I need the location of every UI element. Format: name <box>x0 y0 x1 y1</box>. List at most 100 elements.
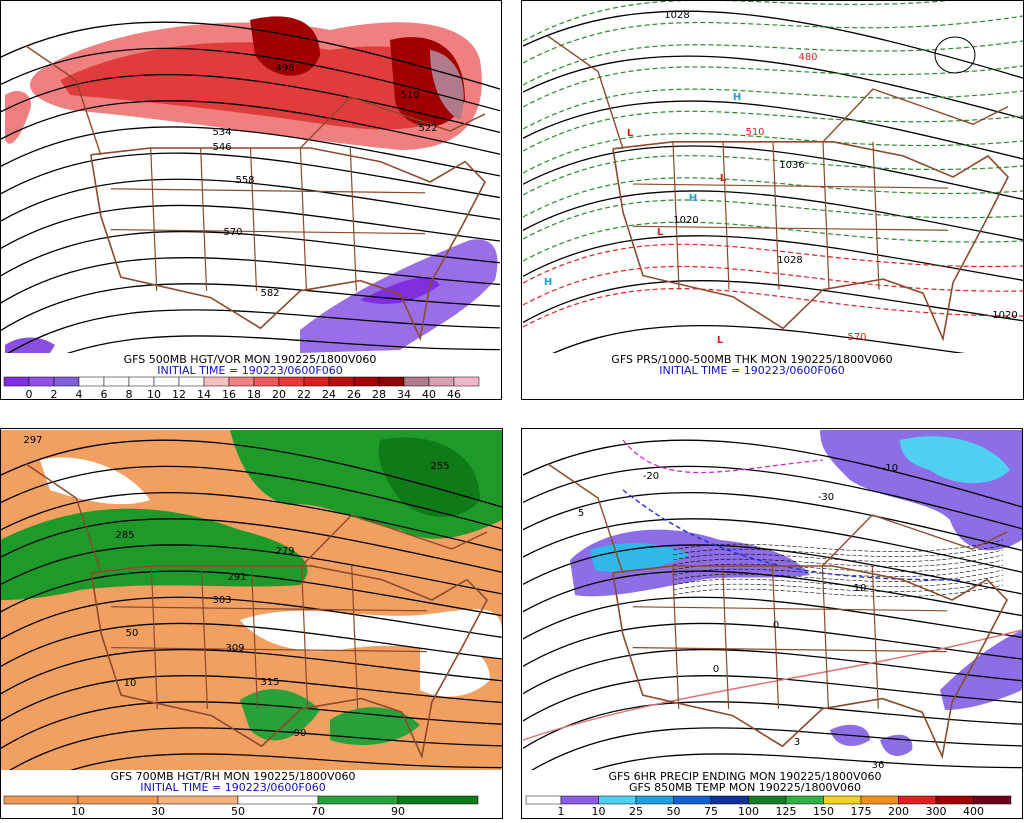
contour-line <box>523 100 1023 160</box>
contour-line <box>1 283 500 332</box>
colorbar-label: 4 <box>76 388 83 401</box>
colorbar-label: 40 <box>422 388 436 401</box>
contour-line <box>1 675 502 722</box>
pressure-center: L <box>627 128 634 139</box>
state-line <box>722 565 730 709</box>
temp-line <box>523 629 1022 741</box>
contour-line <box>66 335 500 353</box>
contour-label: 1036 <box>779 160 804 171</box>
contour-line <box>1 596 502 640</box>
border <box>299 96 486 149</box>
contour-label: 3 <box>794 737 800 748</box>
temp-line <box>672 579 1004 592</box>
colorbar-label: 100 <box>738 805 759 818</box>
contour-line <box>1 544 502 595</box>
state-line <box>150 565 158 709</box>
contour-line <box>523 280 1023 324</box>
colorbar-label: 30 <box>151 805 165 818</box>
contour-label: 36 <box>872 760 885 771</box>
contour-line <box>523 145 1023 201</box>
colorbar-label: 175 <box>851 805 872 818</box>
colorbar-swatch <box>935 795 974 805</box>
contour-line <box>523 465 1022 530</box>
contour-line <box>1 648 502 695</box>
colorbar-swatch <box>178 376 205 387</box>
contour-label: 279 <box>275 546 294 557</box>
colorbar-swatch <box>3 376 30 387</box>
temp-line <box>672 554 1004 567</box>
state-line <box>872 141 880 290</box>
panel-caption: GFS 500MB HGT/VOR MON 190225/1800V060 <box>124 353 377 366</box>
state-line <box>299 147 307 291</box>
border <box>612 141 1009 342</box>
border <box>301 514 488 567</box>
colorbar-label: 20 <box>272 388 286 401</box>
contour-label: -30 <box>818 492 834 503</box>
state-line <box>632 225 949 231</box>
colorbar-swatch <box>78 376 105 387</box>
state-line <box>822 141 830 290</box>
colorbar-label: 12 <box>172 388 186 401</box>
colorbar-label: 14 <box>197 388 211 401</box>
contour-label: 0 <box>713 664 719 675</box>
map-500mb <box>5 16 498 353</box>
contour-line <box>592 753 1022 770</box>
colorbar-swatch <box>748 795 787 805</box>
colorbar-label: 25 <box>629 805 643 818</box>
panel-caption: GFS 850MB TEMP MON 190225/1800V060 <box>629 781 861 794</box>
temp-line <box>672 539 1004 552</box>
pressure-center: H <box>544 277 552 288</box>
pressure-center: H <box>733 92 741 103</box>
state-line <box>771 565 780 709</box>
thickness-line <box>523 265 1023 306</box>
contour-label: 510 <box>400 90 419 101</box>
colorbar-label: 18 <box>247 388 261 401</box>
colorbar-swatch <box>317 795 399 805</box>
contour-line <box>1 465 502 530</box>
contour-line <box>1 622 502 668</box>
border <box>547 463 624 574</box>
contour-line <box>1 701 502 750</box>
contour-label: 0 <box>773 620 779 631</box>
contour-label: -10 <box>882 463 898 474</box>
temp-line <box>672 569 1004 582</box>
contour-label: 522 <box>418 123 437 134</box>
contour-label: 291 <box>227 572 246 583</box>
colorbar-swatch <box>525 795 562 805</box>
initial-time: INITIAL TIME = 190223/0600F060 <box>140 781 325 794</box>
contour-line <box>1 230 500 277</box>
state-line <box>200 147 208 291</box>
state-line <box>110 229 426 235</box>
temp-line <box>672 584 1004 597</box>
colorbar-label: 0 <box>26 388 33 401</box>
colorbar-swatch <box>28 376 55 387</box>
contour-label: 1020 <box>673 215 698 226</box>
panel-caption: GFS 6HR PRECIP ENDING MON 190225/1800V06… <box>608 770 881 783</box>
initial-time: INITIAL TIME = 190223/0600F060 <box>157 364 342 377</box>
thickness-line <box>523 88 1023 130</box>
border <box>547 35 624 150</box>
contour-line <box>523 622 1022 668</box>
colorbar-label: 16 <box>222 388 236 401</box>
contour-label: 309 <box>225 643 244 654</box>
colorbar-label: 200 <box>888 805 909 818</box>
state-line <box>110 188 426 194</box>
contour-label: 10 <box>124 678 137 689</box>
colorbar-label: 28 <box>372 388 386 401</box>
contour-line <box>552 325 966 353</box>
colorbar-label: 10 <box>592 805 606 818</box>
state-line <box>632 606 948 612</box>
colorbar-label: 10 <box>147 388 161 401</box>
colorbar-swatch <box>353 376 380 387</box>
state-line <box>111 606 427 612</box>
thickness-line <box>523 110 1023 152</box>
state-line <box>632 647 948 653</box>
contour-line <box>523 518 1022 573</box>
thickness-line <box>523 132 1023 174</box>
colorbar-label: 2 <box>51 388 58 401</box>
state-line <box>301 565 309 709</box>
colorbar-swatch <box>203 376 230 387</box>
state-line <box>349 147 357 291</box>
colorbar-swatch <box>673 795 712 805</box>
state-line <box>150 147 158 291</box>
